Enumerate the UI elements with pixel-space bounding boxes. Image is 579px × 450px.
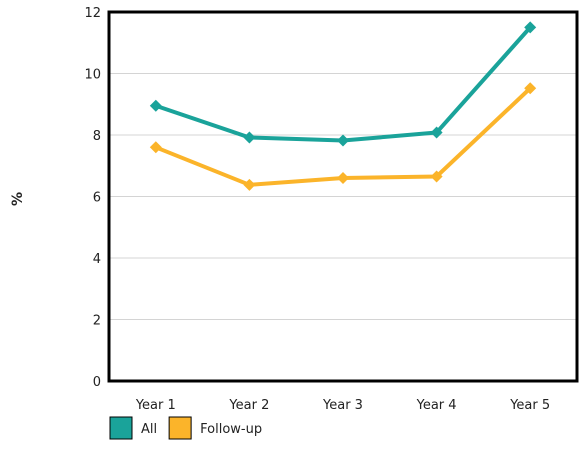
y-tick-label: 2 (93, 314, 101, 329)
series-1-point (243, 131, 256, 144)
y-tick-label: 6 (93, 191, 101, 206)
series-2-point (430, 170, 443, 183)
x-axis-ticks: Year 1 Year 2 Year 3 Year 4 Year 5 (135, 398, 550, 413)
series-2-point (337, 172, 349, 185)
x-tick-label: Year 4 (416, 398, 457, 413)
x-tick-label: Year 5 (509, 398, 550, 413)
x-tick-label: Year 3 (322, 398, 363, 413)
plot-frame (107, 10, 579, 383)
y-tick-label: 0 (93, 375, 101, 390)
legend-label-2: Follow-up (200, 422, 262, 437)
y-tick-label: 10 (84, 68, 101, 83)
legend-swatch-1 (109, 416, 133, 440)
series-1-point (337, 134, 349, 147)
x-tick-label: Year 1 (135, 398, 176, 413)
series-1-point (524, 21, 537, 34)
legend-label-1: All (141, 422, 157, 437)
series-1-point (149, 99, 162, 112)
legend: All Follow-up (109, 416, 262, 440)
y-tick-label: 4 (93, 252, 101, 267)
y-axis-ticks: 0 2 4 6 8 10 12 (84, 6, 101, 390)
series-layer (149, 21, 537, 191)
series-line-1 (155, 26, 532, 143)
legend-swatch-2 (168, 416, 192, 440)
x-tick-label: Year 2 (228, 398, 269, 413)
y-axis-label: % (10, 192, 26, 206)
series-1-point (430, 126, 443, 139)
y-tick-label: 8 (93, 129, 101, 144)
gridlines (109, 73, 577, 320)
y-tick-label: 12 (84, 6, 101, 21)
series-2-point (243, 178, 256, 191)
series-2-point (524, 82, 537, 95)
series-2-point (149, 141, 162, 154)
